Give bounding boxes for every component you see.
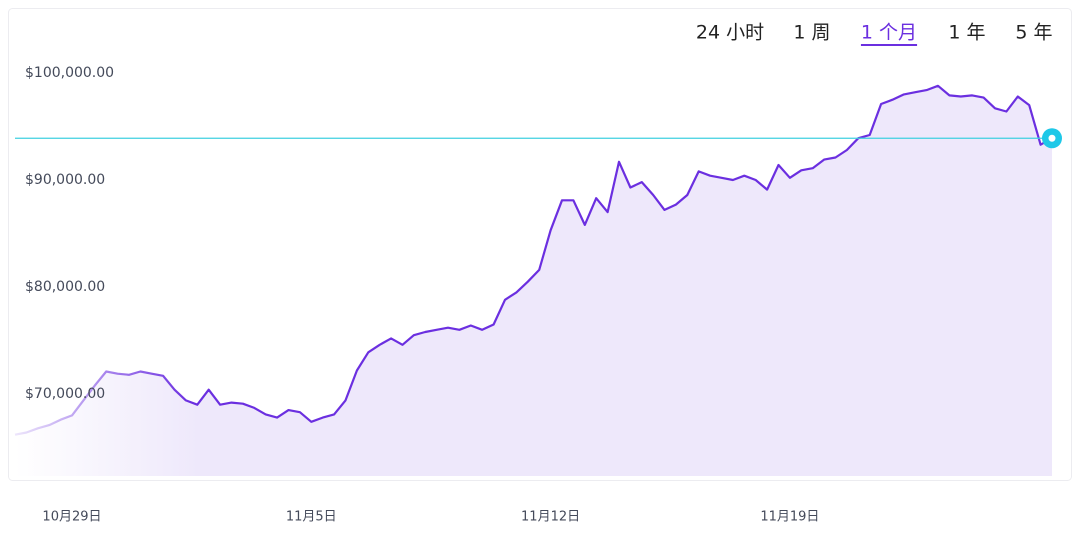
price-line [14, 84, 1053, 436]
plot-frame [8, 8, 1072, 481]
x-tick-label: 10月29日 [42, 510, 101, 525]
range-tab[interactable]: 1 个月 [861, 22, 917, 44]
range-tab[interactable]: 1 年 [948, 22, 985, 44]
y-tick-label: $70,000.00 [25, 386, 105, 402]
x-tick-label: 11月5日 [286, 510, 337, 525]
y-tick-label: $100,000.00 [25, 65, 114, 81]
range-tabs: 24 小时 1 周 1 个月 1 年 5 年 [696, 22, 1053, 46]
y-tick-label: $80,000.00 [25, 279, 105, 295]
x-tick-label: 11月12日 [521, 510, 580, 525]
range-tab[interactable]: 5 年 [1015, 22, 1052, 44]
current-price-dot-center [1048, 134, 1056, 142]
x-tick-label: 11月19日 [760, 510, 819, 525]
area-fill [15, 85, 1052, 477]
y-tick-label: $90,000.00 [25, 172, 105, 188]
range-tab[interactable]: 1 周 [793, 22, 830, 44]
range-tab[interactable]: 24 小时 [696, 22, 764, 44]
